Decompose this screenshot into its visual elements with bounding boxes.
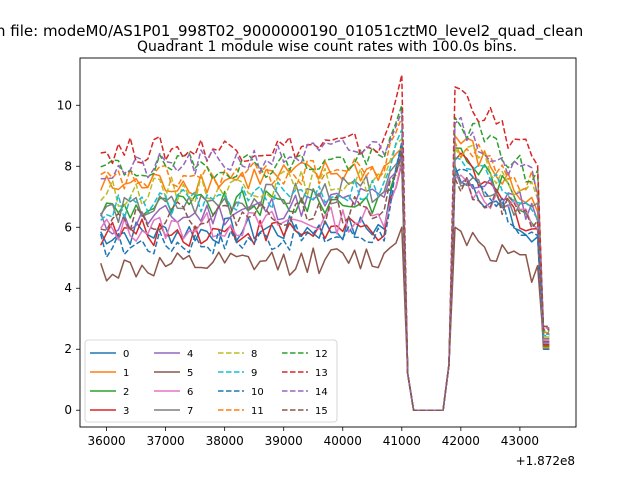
legend-label-14: 14 — [315, 387, 328, 398]
series-line-9 — [100, 128, 550, 411]
legend-box — [84, 339, 338, 423]
legend-label-13: 13 — [315, 368, 328, 379]
x-tick-label: 39000 — [265, 434, 303, 448]
x-tick-label: 42000 — [442, 434, 480, 448]
series-line-3 — [100, 152, 550, 411]
legend-label-4: 4 — [187, 349, 193, 360]
legend-label-1: 1 — [123, 368, 129, 379]
plot-area — [99, 74, 550, 411]
legend-label-7: 7 — [187, 406, 193, 417]
y-tick-label: 10 — [57, 98, 72, 112]
figure-suptitle: n file: modeM0/AS1P01_998T02_9000000190_… — [0, 22, 583, 41]
legend-label-11: 11 — [251, 406, 264, 417]
x-tick-label: 41000 — [383, 434, 421, 448]
axes-frame — [79, 57, 577, 428]
legend-label-12: 12 — [315, 349, 328, 360]
legend-label-3: 3 — [123, 406, 129, 417]
series-line-6 — [100, 159, 550, 411]
y-tick-label: 0 — [64, 403, 72, 417]
x-tick-label: 36000 — [87, 434, 125, 448]
legend-label-0: 0 — [123, 349, 129, 360]
series-line-5 — [99, 226, 550, 411]
series-line-13 — [100, 74, 550, 411]
x-tick-label: 38000 — [206, 434, 244, 448]
series-line-11 — [100, 116, 550, 411]
x-offset-label: +1.872e8 — [516, 454, 575, 468]
axis-ticks: 36000 37000 38000 39000 40000 41000 42000 43000… — [57, 98, 539, 448]
y-tick-label: 8 — [64, 159, 72, 173]
legend-label-2: 2 — [123, 387, 129, 398]
legend-label-6: 6 — [187, 387, 193, 398]
series-line-12 — [100, 104, 550, 411]
series-line-8 — [100, 138, 550, 411]
legend-label-9: 9 — [251, 368, 257, 379]
legend-label-15: 15 — [315, 406, 328, 417]
series-line-0 — [100, 144, 550, 411]
legend-label-10: 10 — [251, 387, 264, 398]
y-tick-label: 2 — [64, 342, 72, 356]
x-tick-label: 37000 — [147, 434, 185, 448]
x-tick-label: 40000 — [324, 434, 362, 448]
legend-label-5: 5 — [187, 368, 193, 379]
chart-title: Quadrant 1 module wise count rates with … — [137, 39, 517, 55]
y-tick-label: 6 — [64, 220, 72, 234]
legend-label-8: 8 — [251, 349, 257, 360]
series-line-14 — [100, 110, 550, 411]
series-line-4 — [99, 153, 550, 411]
x-tick-label: 43000 — [501, 434, 539, 448]
y-tick-label: 4 — [64, 281, 72, 295]
series-line-15 — [100, 150, 550, 411]
